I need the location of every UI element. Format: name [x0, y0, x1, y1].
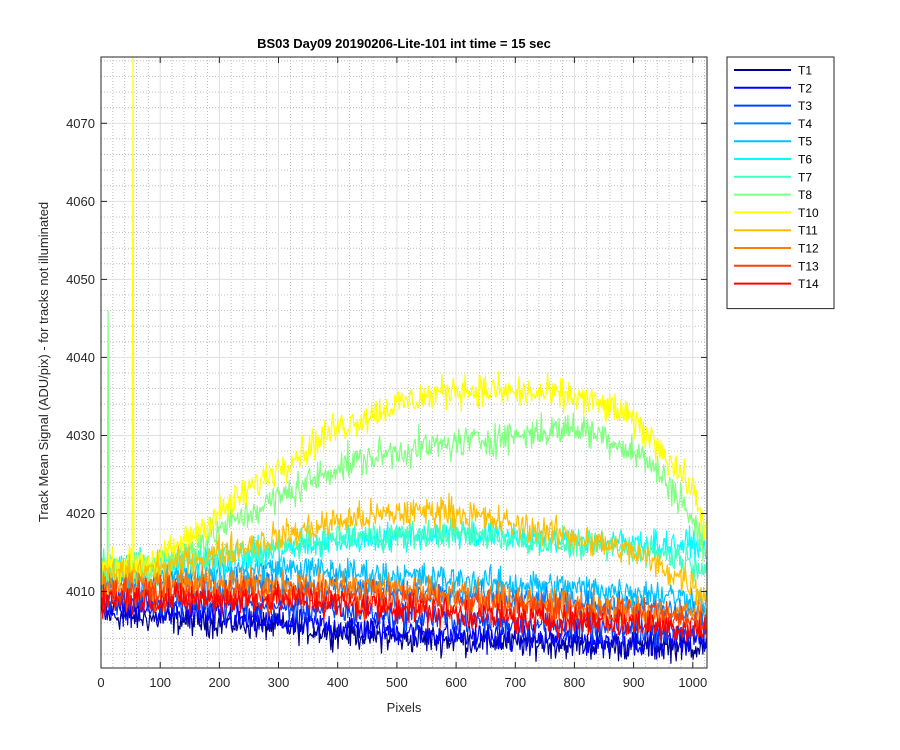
y-axis-label: Track Mean Signal (ADU/pix) - for tracks… — [36, 202, 51, 522]
y-tick-label: 4030 — [66, 428, 95, 443]
series-line-t3 — [100, 582, 707, 648]
legend-label-t5: T5 — [798, 135, 812, 149]
y-tick-label: 4060 — [66, 194, 95, 209]
axes-box — [100, 56, 708, 669]
series-line-t11 — [100, 492, 707, 606]
y-tick-label: 4010 — [66, 584, 95, 599]
x-tick-label: 400 — [327, 675, 349, 690]
series-line-t10 — [100, 56, 707, 586]
legend-label-t8: T8 — [798, 188, 812, 202]
x-tick-label: 900 — [623, 675, 645, 690]
x-tick-label: 600 — [445, 675, 467, 690]
x-tick-label: 800 — [564, 675, 586, 690]
series-line-t2 — [100, 591, 707, 660]
legend-label-t10: T10 — [798, 206, 819, 220]
legend-label-t4: T4 — [798, 117, 812, 131]
x-tick-label: 700 — [504, 675, 526, 690]
x-axis-label: Pixels — [387, 700, 422, 715]
legend-label-t7: T7 — [798, 170, 812, 184]
y-tick-label: 4050 — [66, 272, 95, 287]
y-tick-label: 4070 — [66, 116, 95, 131]
x-tick-label: 0 — [97, 675, 104, 690]
legend: T1 T2 T3 T4 T5 T6 T7 T8 T10 T11 T12 T13 T14 — [726, 56, 835, 310]
y-tick-label: 4020 — [66, 506, 95, 521]
series-lines — [100, 56, 707, 664]
x-tick-label: 100 — [149, 675, 171, 690]
x-tick-label: 1000 — [678, 675, 707, 690]
legend-label-t6: T6 — [798, 153, 812, 167]
x-tick-label: 200 — [209, 675, 231, 690]
legend-label-t12: T12 — [798, 242, 819, 256]
chart-title: BS03 Day09 20190206-Lite-101 int time = … — [257, 36, 551, 51]
x-tick-label: 500 — [386, 675, 408, 690]
legend-label-t13: T13 — [798, 259, 819, 273]
legend-label-t11: T11 — [798, 224, 818, 238]
legend-label-t14: T14 — [798, 277, 819, 291]
legend-label-t1: T1 — [798, 64, 812, 78]
series-line-t8 — [100, 310, 707, 590]
y-tick-label: 4040 — [66, 350, 95, 365]
legend-label-t2: T2 — [798, 81, 812, 95]
x-tick-label: 300 — [268, 675, 290, 690]
series-line-t14 — [100, 580, 707, 644]
series-line-t12 — [100, 564, 707, 630]
ticks: 0 100 200 300 400 500 600 700 800 900 1000 4010 4020… — [66, 57, 707, 690]
legend-label-t3: T3 — [798, 99, 812, 113]
